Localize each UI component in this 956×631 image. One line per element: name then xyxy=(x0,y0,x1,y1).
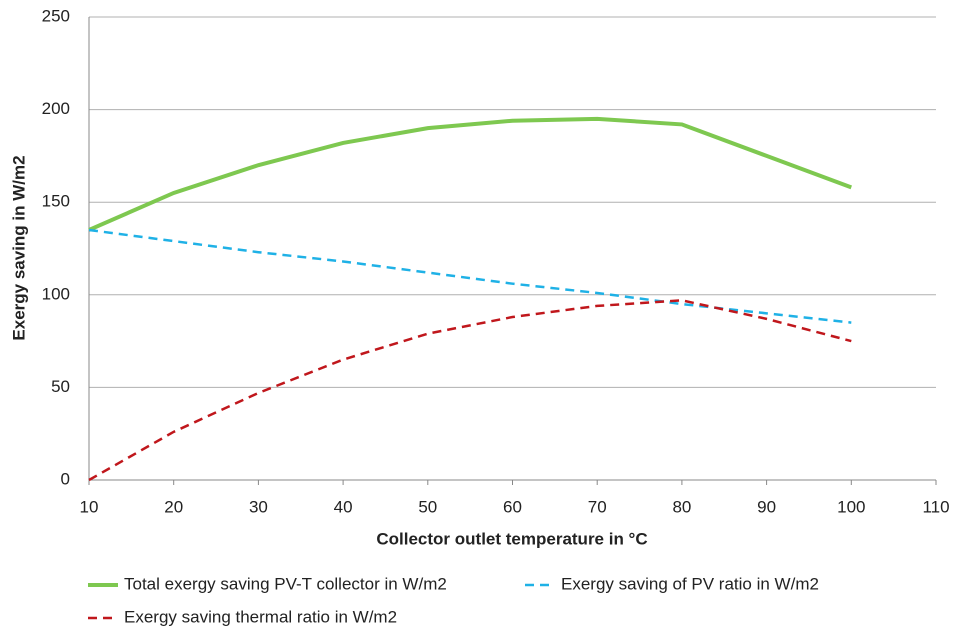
x-tick-label: 10 xyxy=(80,497,99,516)
y-tick-label: 100 xyxy=(42,284,70,303)
x-tick-label: 90 xyxy=(757,497,776,516)
y-tick-label: 200 xyxy=(42,99,70,118)
x-tick-label: 60 xyxy=(503,497,522,516)
y-tick-label: 150 xyxy=(42,192,70,211)
x-tick-label: 30 xyxy=(249,497,268,516)
y-tick-label: 0 xyxy=(61,469,70,488)
x-tick-label: 20 xyxy=(164,497,183,516)
x-axis-title: Collector outlet temperature in °C xyxy=(376,529,647,548)
series-line xyxy=(88,228,852,324)
x-tick-label: 70 xyxy=(588,497,607,516)
series-line xyxy=(88,299,852,482)
legend-label: Total exergy saving PV-T collector in W/… xyxy=(124,574,447,593)
y-tick-label: 250 xyxy=(42,6,70,25)
x-tick-label: 80 xyxy=(672,497,691,516)
x-tick-label: 110 xyxy=(922,497,949,516)
y-tick-label: 50 xyxy=(51,377,70,396)
y-axis-title: Exergy saving in W/m2 xyxy=(9,155,28,340)
series-line xyxy=(88,116,852,232)
x-tick-label: 50 xyxy=(418,497,437,516)
x-tick-label: 100 xyxy=(837,497,865,516)
legend-label: Exergy saving thermal ratio in W/m2 xyxy=(124,607,397,626)
legend-label: Exergy saving of PV ratio in W/m2 xyxy=(561,574,819,593)
x-tick-label: 40 xyxy=(334,497,353,516)
